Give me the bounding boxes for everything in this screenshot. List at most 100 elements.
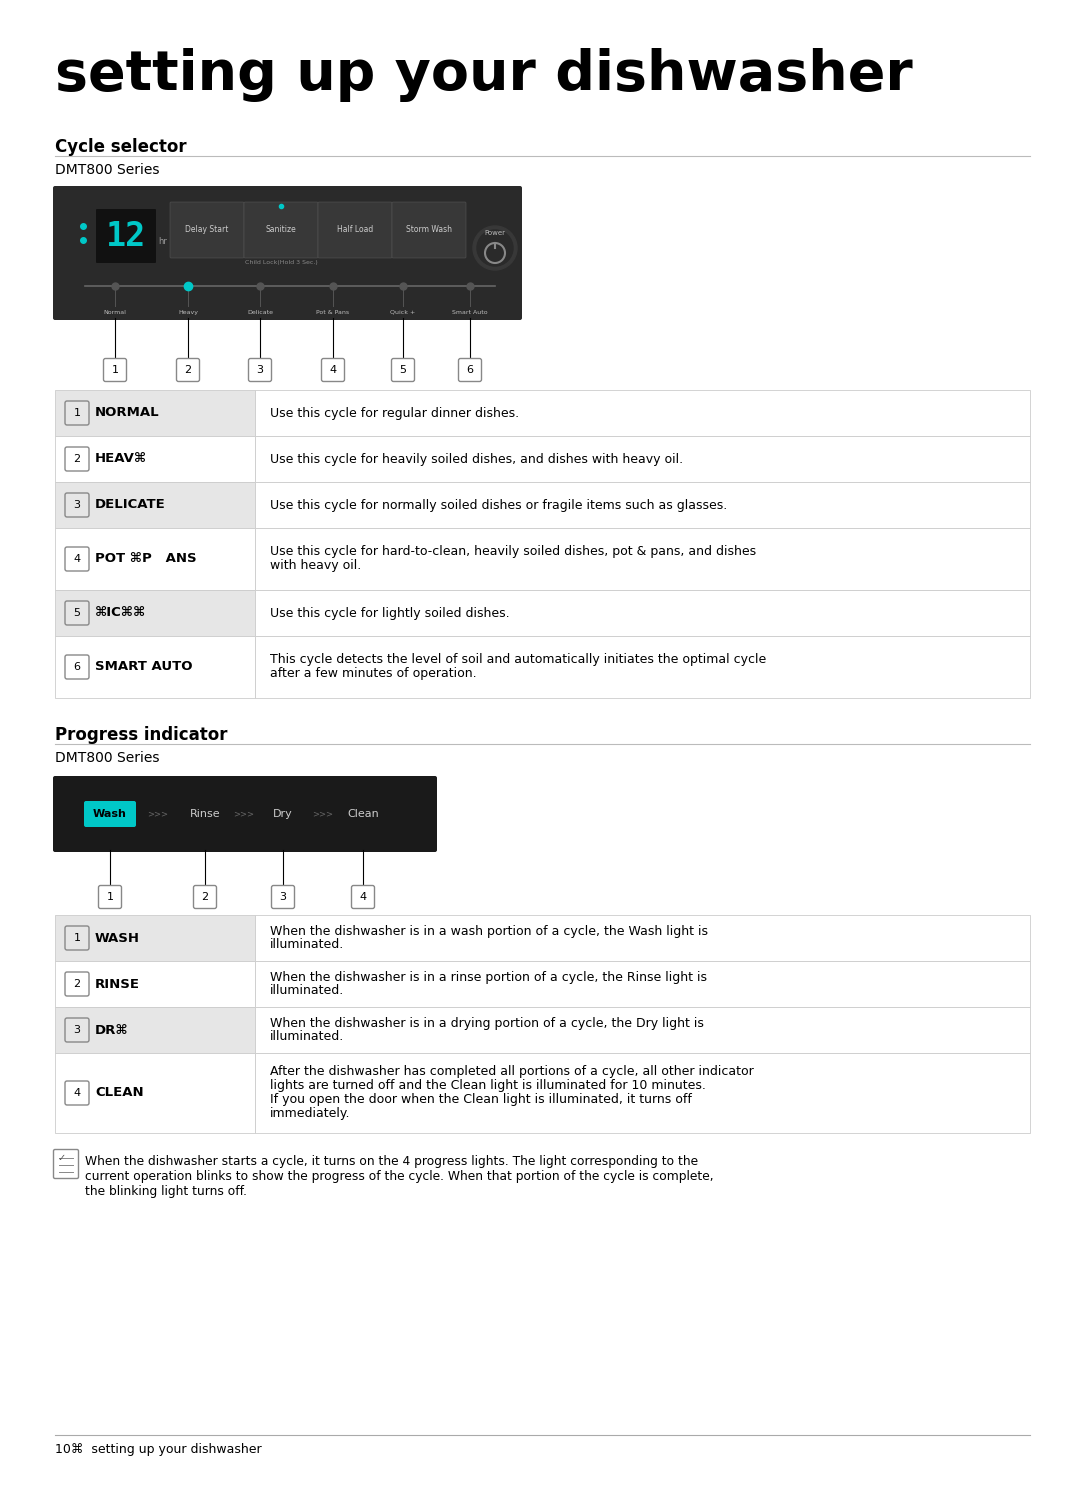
Text: If you open the door when the Clean light is illuminated, it turns off: If you open the door when the Clean ligh… bbox=[270, 1093, 692, 1106]
Text: Cycle selector: Cycle selector bbox=[55, 138, 187, 155]
Text: ⌘IC⌘⌘: ⌘IC⌘⌘ bbox=[95, 607, 146, 619]
Text: 3: 3 bbox=[73, 1026, 81, 1035]
Text: hr: hr bbox=[158, 238, 167, 247]
FancyBboxPatch shape bbox=[65, 447, 89, 471]
Text: 5: 5 bbox=[400, 365, 406, 375]
Bar bbox=[55, 528, 255, 591]
Text: lights are turned off and the Clean light is illuminated for 10 minutes.: lights are turned off and the Clean ligh… bbox=[270, 1079, 706, 1093]
Text: ✓: ✓ bbox=[58, 1153, 66, 1163]
Text: Clean: Clean bbox=[347, 809, 379, 819]
FancyBboxPatch shape bbox=[244, 202, 318, 259]
Text: illuminated.: illuminated. bbox=[270, 939, 345, 951]
Text: illuminated.: illuminated. bbox=[270, 985, 345, 997]
Text: Power: Power bbox=[485, 230, 505, 236]
Text: 1: 1 bbox=[73, 408, 81, 419]
FancyBboxPatch shape bbox=[248, 359, 271, 381]
Text: Dry: Dry bbox=[273, 809, 293, 819]
Text: HEAV⌘: HEAV⌘ bbox=[95, 453, 147, 465]
FancyBboxPatch shape bbox=[65, 601, 89, 625]
Text: 2: 2 bbox=[185, 365, 191, 375]
FancyBboxPatch shape bbox=[459, 359, 482, 381]
Text: DMT800 Series: DMT800 Series bbox=[55, 163, 160, 176]
Text: NORMAL: NORMAL bbox=[95, 407, 160, 420]
Text: Half Load: Half Load bbox=[337, 226, 373, 235]
FancyBboxPatch shape bbox=[318, 202, 392, 259]
Text: Progress indicator: Progress indicator bbox=[55, 727, 228, 745]
Text: DELICATE: DELICATE bbox=[95, 498, 165, 511]
Bar bbox=[255, 1008, 1030, 1052]
Text: SMART AUTO: SMART AUTO bbox=[95, 661, 192, 674]
Text: DR⌘: DR⌘ bbox=[95, 1024, 129, 1036]
Text: CLEAN: CLEAN bbox=[95, 1087, 144, 1099]
Text: Quick +: Quick + bbox=[390, 309, 416, 315]
FancyBboxPatch shape bbox=[65, 493, 89, 517]
Text: >>>: >>> bbox=[233, 809, 255, 818]
Text: When the dishwasher is in a wash portion of a cycle, the Wash light is: When the dishwasher is in a wash portion… bbox=[270, 924, 708, 937]
FancyBboxPatch shape bbox=[65, 1018, 89, 1042]
FancyBboxPatch shape bbox=[53, 776, 437, 852]
Text: WASH: WASH bbox=[95, 931, 140, 945]
Text: Heavy: Heavy bbox=[178, 309, 198, 315]
Bar bbox=[55, 437, 255, 481]
Text: 4: 4 bbox=[329, 365, 337, 375]
Text: Use this cycle for hard-to-clean, heavily soiled dishes, pot & pans, and dishes: Use this cycle for hard-to-clean, heavil… bbox=[270, 546, 756, 559]
Bar bbox=[55, 1008, 255, 1052]
FancyBboxPatch shape bbox=[65, 972, 89, 996]
Bar bbox=[255, 635, 1030, 698]
Text: >>>: >>> bbox=[312, 809, 334, 818]
Text: 5: 5 bbox=[73, 608, 81, 617]
Text: Rinse: Rinse bbox=[190, 809, 220, 819]
Text: 3: 3 bbox=[257, 365, 264, 375]
Text: 1: 1 bbox=[73, 933, 81, 943]
FancyBboxPatch shape bbox=[351, 885, 375, 909]
FancyBboxPatch shape bbox=[176, 359, 200, 381]
FancyBboxPatch shape bbox=[65, 547, 89, 571]
Text: immediately.: immediately. bbox=[270, 1108, 351, 1120]
Text: 10⌘  setting up your dishwasher: 10⌘ setting up your dishwasher bbox=[55, 1443, 261, 1456]
Bar bbox=[55, 961, 255, 1008]
Text: This cycle detects the level of soil and automatically initiates the optimal cyc: This cycle detects the level of soil and… bbox=[270, 653, 766, 667]
Text: Wash: Wash bbox=[93, 809, 127, 819]
Bar bbox=[255, 390, 1030, 437]
FancyBboxPatch shape bbox=[84, 801, 136, 827]
Text: Delicate: Delicate bbox=[247, 309, 273, 315]
FancyBboxPatch shape bbox=[98, 885, 121, 909]
Bar bbox=[255, 437, 1030, 481]
Bar bbox=[55, 390, 255, 437]
FancyBboxPatch shape bbox=[53, 185, 522, 320]
Text: 2: 2 bbox=[73, 454, 81, 463]
Text: the blinking light turns off.: the blinking light turns off. bbox=[85, 1186, 247, 1197]
FancyBboxPatch shape bbox=[65, 401, 89, 425]
Circle shape bbox=[473, 226, 517, 271]
FancyBboxPatch shape bbox=[65, 1081, 89, 1105]
Text: Child Lock(Hold 3 Sec.): Child Lock(Hold 3 Sec.) bbox=[245, 260, 318, 265]
Text: 3: 3 bbox=[73, 499, 81, 510]
Text: Use this cycle for lightly soiled dishes.: Use this cycle for lightly soiled dishes… bbox=[270, 607, 510, 619]
Text: Use this cycle for regular dinner dishes.: Use this cycle for regular dinner dishes… bbox=[270, 407, 519, 420]
Text: 1: 1 bbox=[107, 893, 113, 901]
Text: >>>: >>> bbox=[147, 809, 168, 818]
Bar bbox=[55, 635, 255, 698]
FancyBboxPatch shape bbox=[170, 202, 244, 259]
FancyBboxPatch shape bbox=[65, 655, 89, 679]
Circle shape bbox=[477, 230, 513, 266]
FancyBboxPatch shape bbox=[271, 885, 295, 909]
FancyBboxPatch shape bbox=[392, 202, 465, 259]
Bar bbox=[255, 915, 1030, 961]
Text: Smart Auto: Smart Auto bbox=[453, 309, 488, 315]
Text: 2: 2 bbox=[202, 893, 208, 901]
Text: When the dishwasher is in a drying portion of a cycle, the Dry light is: When the dishwasher is in a drying porti… bbox=[270, 1017, 704, 1030]
Text: Use this cycle for heavily soiled dishes, and dishes with heavy oil.: Use this cycle for heavily soiled dishes… bbox=[270, 453, 684, 465]
FancyBboxPatch shape bbox=[96, 209, 156, 263]
Bar bbox=[55, 1052, 255, 1133]
Text: Sanitize: Sanitize bbox=[266, 226, 296, 235]
Bar bbox=[255, 528, 1030, 591]
Bar bbox=[255, 591, 1030, 635]
Bar bbox=[255, 481, 1030, 528]
FancyBboxPatch shape bbox=[65, 925, 89, 949]
Text: 3: 3 bbox=[280, 893, 286, 901]
Text: Storm Wash: Storm Wash bbox=[406, 226, 453, 235]
Text: Use this cycle for normally soiled dishes or fragile items such as glasses.: Use this cycle for normally soiled dishe… bbox=[270, 498, 727, 511]
FancyBboxPatch shape bbox=[54, 1150, 79, 1178]
Text: When the dishwasher starts a cycle, it turns on the 4 progress lights. The light: When the dishwasher starts a cycle, it t… bbox=[85, 1156, 698, 1168]
